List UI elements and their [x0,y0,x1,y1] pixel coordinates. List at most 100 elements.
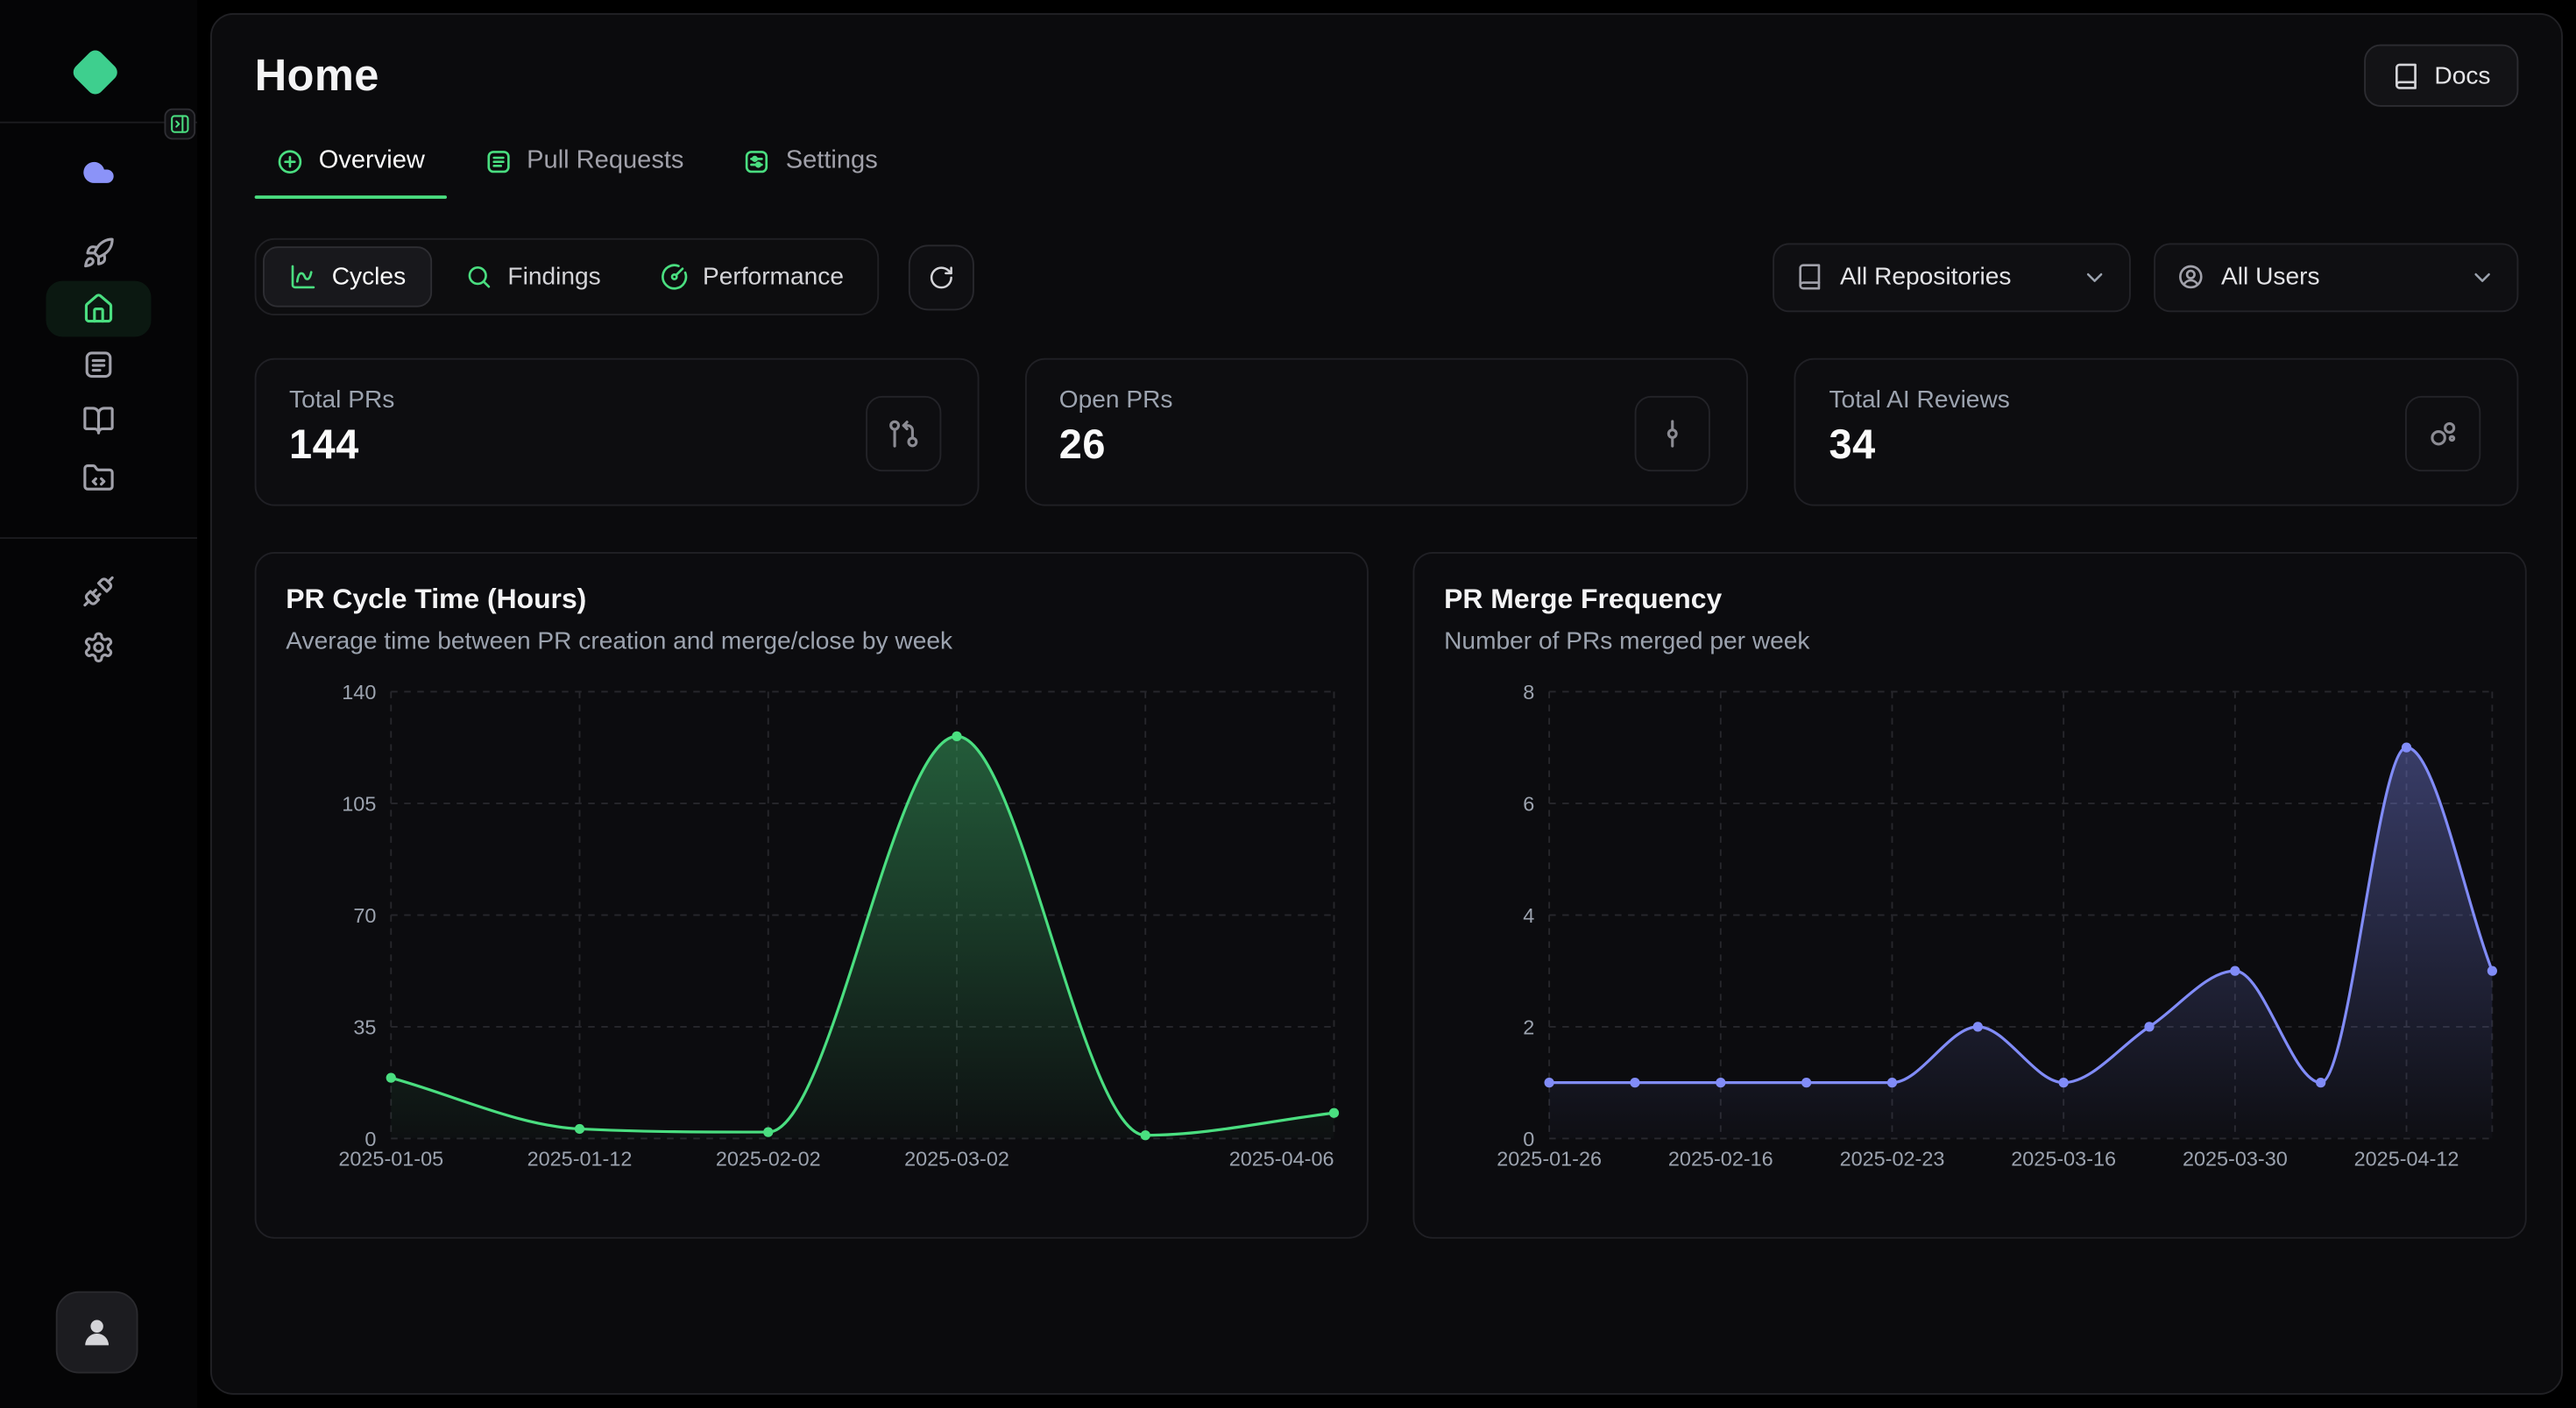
chevron-down-icon [2469,264,2495,290]
stat-value: 34 [1829,421,1876,469]
svg-text:70: 70 [353,904,376,927]
page-title: Home [254,50,379,100]
bubbles-icon [2426,417,2459,450]
sidebar-expand-button[interactable] [164,108,196,140]
svg-text:4: 4 [1523,904,1534,927]
tab-settings-label: Settings [785,145,878,174]
list-box-icon [484,147,512,175]
segment-performance-label: Performance [702,263,844,291]
app-logo-diamond-icon[interactable] [64,41,126,103]
chart-title: PR Cycle Time (Hours) [286,583,587,615]
segment-findings-label: Findings [507,263,601,291]
logs-icon [82,349,116,382]
controls-row: Cycles Findings Performance All Reposito… [254,237,2519,315]
sidebar-divider-top [0,121,197,124]
tab-overview-label: Overview [318,145,425,174]
segment-performance[interactable]: Performance [633,246,870,307]
stat-card-total-prs: Total PRs 144 [254,357,979,506]
cloud-icon [81,154,117,190]
repositories-dropdown-value: All Repositories [1840,263,2012,291]
sidebar-item-home[interactable] [46,280,152,337]
git-commit-icon [1657,417,1690,450]
stats-row: Total PRs 144 Open PRs 26 Total AI Revie… [254,357,2519,506]
svg-text:2025-02-02: 2025-02-02 [716,1147,821,1170]
tab-pull-requests[interactable]: Pull Requests [463,130,705,199]
home-icon [82,293,116,326]
pr-merge-frequency-chart[interactable]: 0 2 4 6 8 2025-01-26 2025-02-16 2025-02-23 2025-… [1440,678,2499,1174]
repositories-dropdown[interactable]: All Repositories [1773,242,2131,312]
sidebar-item-logs[interactable] [71,336,127,393]
users-dropdown[interactable]: All Users [2154,242,2519,312]
circle-user-icon [2176,263,2204,291]
svg-text:2025-02-16: 2025-02-16 [1668,1147,1773,1170]
sidebar-item-rocket[interactable] [71,225,127,281]
svg-text:35: 35 [353,1015,376,1038]
docs-button-label: Docs [2434,61,2491,90]
sidebar-item-integrations[interactable] [71,563,127,619]
svg-text:8: 8 [1523,681,1534,704]
sidebar-item-code-folder[interactable] [71,450,127,506]
stat-label: Total PRs [289,386,395,414]
users-dropdown-value: All Users [2221,263,2320,291]
sidebar-item-cloud[interactable] [71,145,127,201]
book-open-icon [82,404,116,437]
svg-text:2025-03-30: 2025-03-30 [2183,1147,2288,1170]
chart-subtitle: Average time between PR creation and mer… [286,627,953,656]
sidebar-item-docs-library[interactable] [71,393,127,449]
chart-spline-icon [289,263,317,291]
user-avatar-button[interactable] [55,1291,138,1374]
panel-open-icon [169,113,190,134]
page-header: Home Docs [254,44,2519,107]
svg-text:105: 105 [342,792,376,815]
segment-findings[interactable]: Findings [439,246,627,307]
search-icon [465,263,493,291]
tab-settings[interactable]: Settings [722,130,900,199]
stat-card-total-ai-reviews: Total AI Reviews 34 [1794,357,2519,506]
sidebar-divider-middle [0,537,197,539]
refresh-button[interactable] [908,244,974,310]
user-icon [79,1314,115,1350]
tab-overview[interactable]: Overview [254,130,447,199]
svg-text:0: 0 [1523,1128,1534,1150]
svg-text:2: 2 [1523,1015,1534,1038]
folder-code-icon [82,462,116,495]
sidebar-item-settings[interactable] [71,619,127,676]
gauge-icon [660,263,688,291]
svg-text:0: 0 [364,1128,376,1150]
gear-icon [82,631,116,664]
stat-label: Total AI Reviews [1829,386,2010,414]
segment-cycles-label: Cycles [331,263,407,291]
tab-bar: Overview Pull Requests Settings [254,130,2519,199]
repository-icon [1795,263,1823,291]
svg-text:2025-03-02: 2025-03-02 [904,1147,1009,1170]
circle-plus-icon [276,147,304,175]
view-segmented-control: Cycles Findings Performance [254,237,879,315]
stat-icon-box [865,395,941,472]
tab-pull-requests-label: Pull Requests [527,145,684,174]
svg-text:2025-04-12: 2025-04-12 [2354,1147,2459,1170]
rocket-icon [82,237,116,270]
pr-merge-frequency-card: PR Merge Frequency Number of PRs merged … [1412,552,2527,1239]
segment-cycles[interactable]: Cycles [263,246,433,308]
refresh-icon [928,264,954,290]
svg-text:2025-01-26: 2025-01-26 [1497,1147,1602,1170]
chart-title: PR Merge Frequency [1444,583,1723,615]
settings-box-icon [743,147,771,175]
sidebar [0,0,197,1408]
docs-button[interactable]: Docs [2363,44,2519,107]
main-panel: Home Docs Overview Pull Requests Setting… [210,13,2563,1395]
svg-text:2025-01-05: 2025-01-05 [338,1147,443,1170]
svg-text:2025-02-23: 2025-02-23 [1840,1147,1945,1170]
charts-row: PR Cycle Time (Hours) Average time betwe… [254,552,2527,1239]
stat-icon-box [1635,395,1711,472]
stat-icon-box [2404,395,2481,472]
svg-text:6: 6 [1523,792,1534,815]
pr-cycle-time-card: PR Cycle Time (Hours) Average time betwe… [254,552,1369,1239]
svg-text:2025-03-16: 2025-03-16 [2011,1147,2116,1170]
unplug-icon [82,575,116,608]
chevron-down-icon [2082,264,2108,290]
svg-text:140: 140 [342,681,376,704]
pr-cycle-time-chart[interactable]: 0 35 70 105 140 2025-01-05 2025-01-12 2025-02-0… [283,678,1341,1174]
git-pull-request-icon [887,417,920,450]
